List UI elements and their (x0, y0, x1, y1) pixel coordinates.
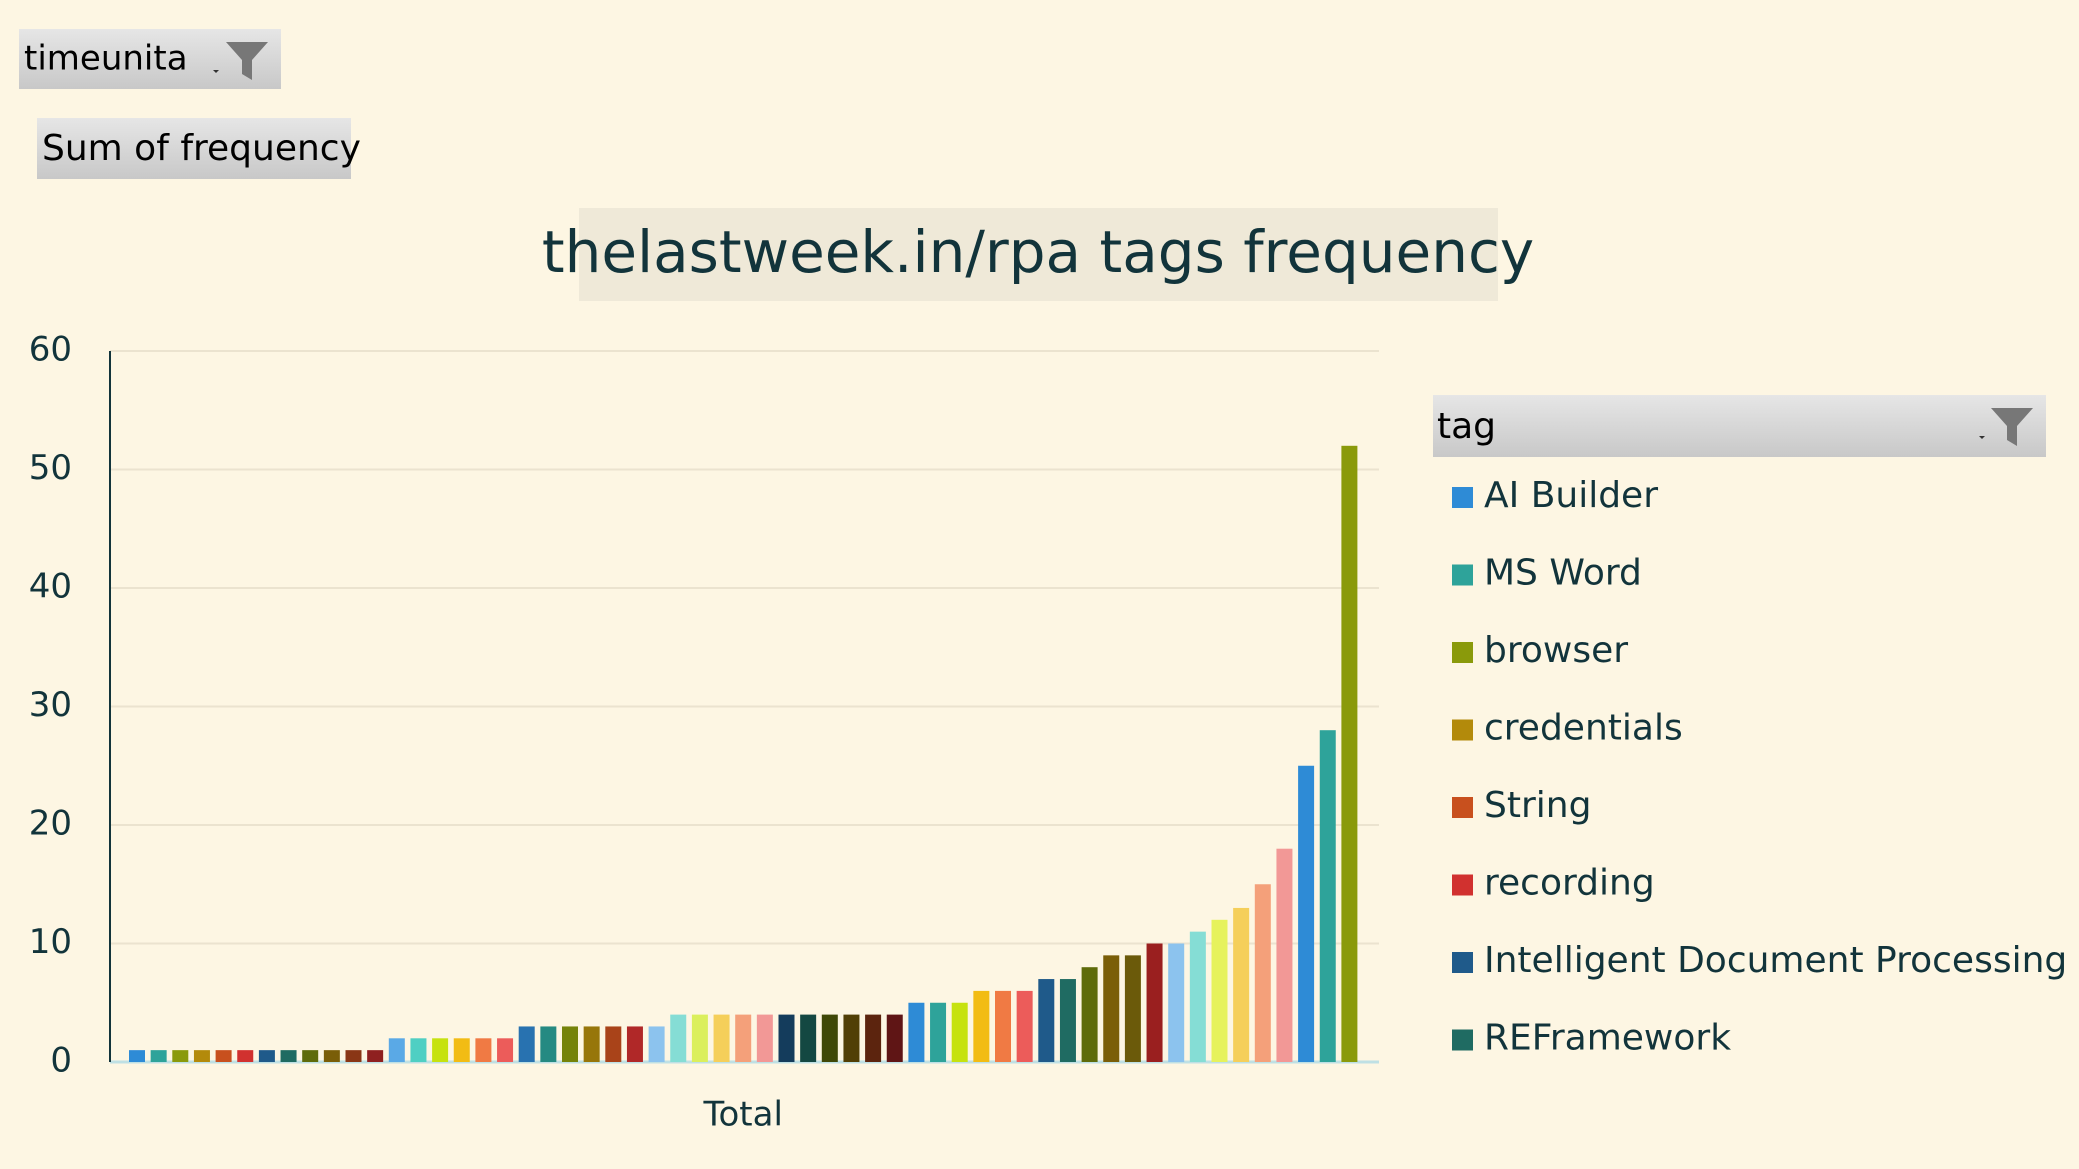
bar (995, 990, 1011, 1062)
bar (648, 1026, 665, 1062)
filter-button[interactable]: timeunita (19, 29, 281, 89)
bar (1059, 979, 1076, 1062)
bar (756, 1014, 773, 1062)
chart-title: thelastweek.in/rpa tags frequency (542, 218, 1534, 286)
bar (1146, 943, 1163, 1062)
legend-label: Intelligent Document Processing (1484, 940, 2067, 981)
bar (150, 1050, 167, 1062)
bar (518, 1026, 535, 1062)
bar (1189, 931, 1206, 1062)
bar (410, 1038, 427, 1062)
legend-swatch (1452, 874, 1473, 896)
y-tick-label: 50 (29, 448, 72, 488)
filter-label: timeunita (24, 39, 188, 79)
bar (237, 1050, 254, 1062)
bar (821, 1014, 838, 1062)
x-tick-label: Total (702, 1095, 782, 1135)
bar (800, 1014, 817, 1062)
bar (302, 1050, 319, 1062)
bar (215, 1050, 232, 1062)
value-field-label: Sum of frequency (42, 128, 361, 169)
bar (865, 1014, 882, 1062)
bar (605, 1026, 622, 1062)
bar (540, 1026, 557, 1062)
bar (713, 1014, 730, 1062)
bar (843, 1014, 860, 1062)
bar (280, 1050, 297, 1062)
bar (1016, 990, 1033, 1062)
bar (475, 1038, 492, 1062)
bar (973, 990, 990, 1062)
legend-swatch (1452, 797, 1473, 818)
legend-title: tag (1437, 406, 1496, 447)
y-tick-label: 30 (29, 685, 72, 725)
legend-label: AI Builder (1484, 475, 1658, 516)
bar (1103, 955, 1120, 1062)
bar (1038, 979, 1055, 1062)
value-field-button[interactable] (37, 118, 351, 179)
legend-swatch (1452, 487, 1473, 508)
legend-header[interactable]: tag (1433, 395, 2046, 457)
legend-swatch (1452, 719, 1473, 741)
bar (258, 1050, 275, 1062)
bar (345, 1050, 362, 1062)
y-tick-label: 0 (50, 1041, 72, 1081)
bar (1233, 907, 1250, 1062)
bar (1081, 967, 1098, 1062)
bar (172, 1050, 189, 1062)
bar (930, 1002, 947, 1062)
legend-label: browser (1484, 630, 1628, 671)
bar (367, 1050, 384, 1062)
filter-button-bg (19, 29, 281, 89)
legend-label: recording (1484, 863, 1655, 904)
legend-label: MS Word (1484, 553, 1642, 594)
legend-label: String (1484, 785, 1591, 826)
bar (583, 1026, 600, 1062)
bar (1254, 884, 1271, 1062)
bar (886, 1014, 903, 1062)
filter-icon (1991, 408, 2033, 446)
bar (1211, 919, 1228, 1062)
bar (1319, 730, 1336, 1062)
bar (951, 1002, 968, 1062)
bar (1341, 445, 1358, 1062)
bar (778, 1014, 795, 1062)
legend-swatch (1452, 642, 1473, 663)
bar (323, 1050, 340, 1062)
legend-label: credentials (1484, 708, 1683, 749)
bar (691, 1014, 708, 1062)
filter-icon (226, 42, 268, 80)
legend-label: REFramework (1484, 1018, 1731, 1059)
title-box (579, 208, 1498, 301)
bar (626, 1026, 643, 1062)
bar (1298, 765, 1315, 1062)
bar (670, 1014, 687, 1062)
bar (453, 1038, 470, 1062)
bar (497, 1038, 514, 1062)
dropdown-icon (213, 70, 219, 73)
bar (908, 1002, 925, 1062)
legend-swatch (1452, 952, 1473, 973)
legend-swatch (1452, 564, 1473, 586)
dropdown-icon (1979, 436, 1985, 439)
bar (1168, 943, 1185, 1062)
bar (562, 1026, 578, 1062)
bar (1124, 955, 1141, 1062)
bar (1276, 848, 1293, 1062)
bar (432, 1038, 449, 1062)
y-tick-label: 60 (29, 330, 72, 370)
bar (129, 1050, 145, 1062)
legend-header-bg (1433, 395, 2046, 457)
bar (388, 1038, 405, 1062)
y-tick-label: 10 (29, 922, 72, 962)
legend-swatch (1452, 1029, 1473, 1051)
bar (735, 1014, 752, 1062)
bar (193, 1050, 210, 1062)
y-tick-label: 40 (29, 567, 72, 607)
y-tick-label: 20 (29, 804, 72, 844)
